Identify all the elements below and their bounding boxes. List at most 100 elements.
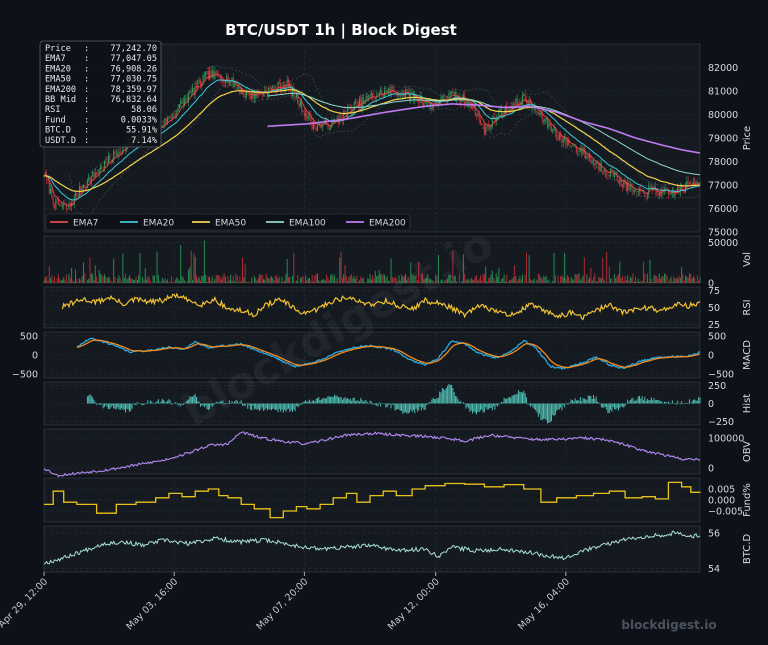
hist-bar [632, 398, 633, 404]
candle-body [646, 196, 647, 197]
volume-bar [132, 279, 133, 283]
hist-bar [469, 404, 470, 412]
volume-bar [208, 277, 209, 283]
hist-bar [500, 403, 501, 404]
volume-bar [147, 276, 148, 283]
hist-bar [103, 404, 104, 409]
volume-bar [515, 276, 516, 283]
hist-bar [155, 402, 156, 403]
volume-bar [329, 280, 330, 283]
volume-bar [359, 280, 360, 283]
candle-body [569, 145, 570, 147]
volume-bar [300, 278, 301, 283]
hist-bar [366, 400, 367, 403]
volume-bar [625, 276, 626, 283]
hist-bar [522, 393, 523, 404]
hist-bar [141, 404, 142, 405]
hist-bar [308, 401, 309, 403]
hist-bar [112, 404, 113, 406]
candle-body [209, 71, 210, 80]
volume-bar [611, 279, 612, 283]
volume-bar [213, 282, 214, 283]
hist-bar [385, 404, 386, 408]
hist-bar [609, 404, 610, 413]
candle-body [120, 152, 121, 153]
volume-bar [518, 279, 519, 283]
volume-bar [259, 275, 260, 283]
volume-bar [196, 275, 197, 283]
candle-body [370, 95, 371, 97]
volume-bar [262, 275, 263, 283]
volume-bar [80, 280, 81, 283]
hist-bar [527, 404, 528, 405]
volume-bar [583, 276, 584, 283]
hist-bar [610, 404, 611, 410]
volume-bar [522, 274, 523, 283]
volume-bar [279, 277, 280, 283]
candle-body [367, 96, 368, 100]
volume-bar [342, 278, 343, 283]
candle-body [51, 189, 52, 198]
volume-bar [258, 278, 259, 283]
hist-bar [452, 388, 453, 403]
hist-bar [371, 401, 372, 403]
hist-bar [354, 397, 355, 403]
hist-bar [556, 404, 557, 411]
candle-body [552, 129, 553, 131]
candle-body [548, 123, 549, 127]
hist-bar [154, 404, 155, 405]
volume-bar [536, 280, 537, 283]
info-box-sep: : [84, 126, 89, 136]
hist-bar [429, 402, 430, 404]
legend-label: EMA7 [73, 219, 98, 229]
btcd-axis-label: BTC.D [742, 534, 753, 565]
hist-bar [431, 400, 432, 404]
hist-bar [623, 404, 624, 408]
hist-bar [120, 404, 121, 410]
candle-body [613, 171, 614, 177]
hist-bar [548, 404, 549, 423]
candle-body [484, 125, 485, 134]
hist-bar [646, 401, 647, 404]
fund-tick-label: −0.005 [708, 507, 743, 518]
hist-bar [685, 403, 686, 404]
hist-bar [653, 398, 654, 403]
hist-bar [630, 400, 631, 404]
candle-body [406, 90, 407, 91]
hist-bar [350, 399, 351, 404]
volume-bar [473, 280, 474, 283]
volume-bar [204, 240, 205, 283]
price-tick-label: 81000 [708, 87, 738, 98]
hist-bar [367, 402, 368, 403]
volume-bar [481, 281, 482, 283]
candle-body [385, 91, 386, 94]
hist-bar [558, 404, 559, 410]
volume-bar [506, 275, 507, 283]
hist-bar [555, 404, 556, 415]
candle-body [200, 80, 201, 86]
volume-bar [531, 280, 532, 283]
hist-bar [164, 402, 165, 404]
hist-bar [547, 404, 548, 424]
hist-bar [270, 404, 271, 410]
hist-bar [129, 404, 130, 412]
volume-bar [533, 281, 534, 283]
volume-bar [158, 275, 159, 283]
volume-bar [172, 282, 173, 283]
hist-bar [627, 400, 628, 404]
candle-body [84, 185, 85, 187]
hist-bar [606, 404, 607, 410]
volume-bar [664, 274, 665, 283]
candle-body [554, 127, 555, 129]
hist-bar [417, 404, 418, 412]
volume-bar [245, 265, 246, 283]
volume-bar [182, 276, 183, 283]
hist-bar [589, 396, 590, 404]
hist-bar [301, 404, 302, 405]
fund-tick-label: 0.005 [708, 485, 735, 496]
candle-body [593, 161, 594, 163]
hist-bar [698, 397, 699, 403]
candle-body [99, 170, 100, 173]
volume-bar [529, 255, 530, 283]
info-box-sep: : [84, 44, 89, 54]
